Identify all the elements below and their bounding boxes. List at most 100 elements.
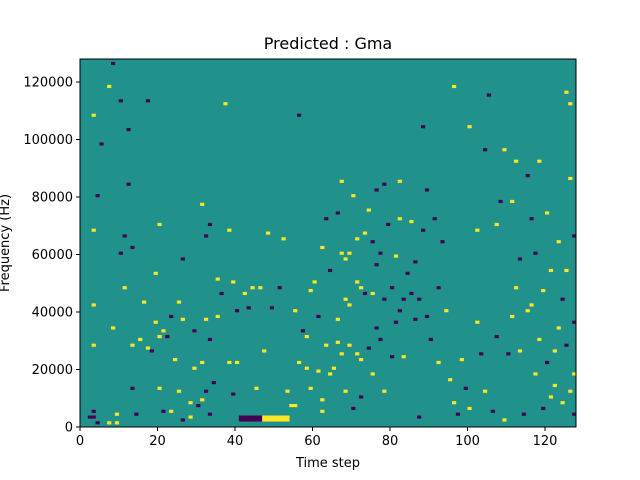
heatmap-cell-low <box>541 406 546 411</box>
heatmap-cell-high <box>107 421 112 425</box>
heatmap-cell-high <box>262 418 267 422</box>
heatmap-cell-low <box>180 418 185 422</box>
heatmap-cell-low <box>207 222 213 227</box>
heatmap-cell-high <box>316 369 321 373</box>
heatmap-cell-low <box>370 240 375 244</box>
heatmap-cell-low <box>111 61 116 66</box>
heatmap-cell-high <box>339 352 344 356</box>
y-tick-label: 100000 <box>23 133 73 148</box>
heatmap-cell-low <box>359 395 364 399</box>
heatmap-cell-low <box>242 418 247 422</box>
heatmap-cell-high <box>111 326 116 330</box>
heatmap-cell-high <box>227 228 232 232</box>
y-tick-label: 40000 <box>32 306 73 321</box>
heatmap-cell-low <box>390 355 395 359</box>
x-axis-ticks: 0 20 40 60 80 100 120 <box>76 427 558 449</box>
heatmap-cell-low <box>455 412 461 416</box>
heatmap-cell-high <box>223 102 228 106</box>
heatmap-cell-high <box>281 415 286 419</box>
heatmap-cell-high <box>176 300 182 304</box>
heatmap-cell-high <box>339 251 344 255</box>
heatmap-cell-high <box>343 389 348 393</box>
heatmap-cell-low <box>436 286 441 290</box>
heatmap-cell-high <box>235 360 240 365</box>
heatmap-cell-high <box>452 84 457 89</box>
heatmap-cell-low <box>390 286 395 290</box>
heatmap-cell-high <box>91 343 96 347</box>
heatmap-cell-low <box>335 211 340 215</box>
heatmap-cell-low <box>374 263 379 267</box>
heatmap-cell-low <box>479 352 484 356</box>
heatmap-cell-low <box>258 418 263 422</box>
heatmap-cell-low <box>130 245 135 250</box>
heatmap-cell-high <box>370 372 375 376</box>
heatmap-cell-high <box>114 412 120 416</box>
heatmap-cell-low <box>417 415 422 419</box>
y-tick-label: 120000 <box>23 76 73 91</box>
heatmap-cell-high <box>188 415 193 419</box>
heatmap-cell-high <box>393 254 399 258</box>
x-axis-label: Time step <box>295 456 360 471</box>
heatmap-cell-high <box>320 398 325 402</box>
heatmap-cell-high <box>347 251 352 255</box>
heatmap-cell-high <box>281 237 286 241</box>
heatmap-cell-low <box>258 415 263 419</box>
heatmap-cell-high <box>188 401 193 405</box>
heatmap-cell-low <box>564 343 569 347</box>
heatmap-cell-low <box>374 188 379 192</box>
heatmap-cell-high <box>335 340 340 344</box>
heatmap-cell-low <box>95 421 100 425</box>
heatmap-cell-low <box>432 217 437 221</box>
heatmap-cell-high <box>552 383 557 388</box>
heatmap-cell-low <box>393 320 399 324</box>
heatmap-cell-low <box>246 306 251 310</box>
heatmap-cell-high <box>347 343 352 347</box>
heatmap-cell-high <box>153 320 158 324</box>
x-tick-label: 120 <box>533 434 558 449</box>
heatmap-cell-high <box>529 303 534 307</box>
heatmap-cell-low <box>254 418 259 422</box>
x-tick-label: 40 <box>227 434 244 449</box>
heatmap-cell-low <box>95 194 100 198</box>
heatmap-cell-low <box>235 309 240 313</box>
heatmap-cell-low <box>126 182 131 186</box>
heatmap-cell-high <box>176 389 182 393</box>
heatmap-cell-high <box>517 349 523 353</box>
heatmap-cell-high <box>242 291 247 296</box>
heatmap-cell-high <box>145 346 151 350</box>
heatmap-cell-high <box>107 84 112 89</box>
heatmap-cell-low <box>545 360 550 365</box>
heatmap-cell-high <box>157 386 162 390</box>
heatmap-cell-high <box>459 358 464 362</box>
heatmap-cell-high <box>266 231 271 235</box>
heatmap-cell-high <box>397 217 402 221</box>
heatmap-cell-high <box>122 286 127 290</box>
heatmap-cell-low <box>366 346 371 350</box>
heatmap-cell-low <box>397 309 402 313</box>
heatmap-cell-high <box>281 418 286 422</box>
heatmap-cell-low <box>517 257 523 261</box>
heatmap-cell-low <box>204 389 209 393</box>
heatmap-cell-high <box>560 401 565 405</box>
heatmap-cell-high <box>285 389 290 393</box>
heatmap-cell-low <box>324 217 329 221</box>
heatmap-cell-low <box>378 251 383 255</box>
heatmap-cell-high <box>351 194 356 198</box>
heatmap-cell-low <box>421 228 426 232</box>
heatmap-cell-high <box>200 398 205 402</box>
heatmap-cell-low <box>374 326 379 330</box>
heatmap-cell-low <box>91 409 96 413</box>
heatmap-cell-low <box>219 291 224 296</box>
heatmap-cell-high <box>397 179 402 183</box>
heatmap-cell-low <box>351 406 356 411</box>
heatmap-cell-high <box>556 326 561 330</box>
heatmap-cell-low <box>126 128 131 132</box>
heatmap-cell-high <box>285 418 290 422</box>
heatmap-cell-low <box>250 415 255 419</box>
x-tick-label: 100 <box>455 434 480 449</box>
heatmap-cell-high <box>343 257 348 261</box>
y-axis-label: Frequency (Hz) <box>0 194 13 292</box>
heatmap-cell-low <box>521 412 526 416</box>
x-tick-label: 0 <box>76 434 84 449</box>
heatmap-cell-low <box>409 291 414 296</box>
